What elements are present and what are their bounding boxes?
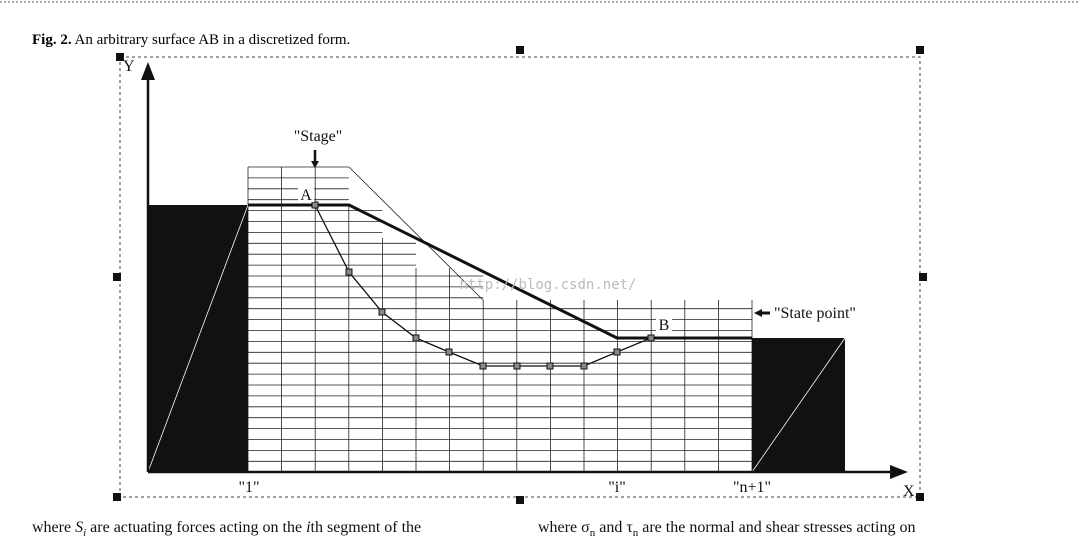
handle	[919, 273, 927, 281]
b-backdrop	[656, 316, 672, 332]
handle	[516, 496, 524, 504]
body-right: where σn and τn are the normal and shear…	[538, 519, 915, 539]
handle	[516, 46, 524, 54]
column-label: "i"	[608, 479, 626, 496]
handle	[113, 273, 121, 281]
slip-node	[647, 334, 655, 342]
slip-node	[445, 348, 453, 356]
text: where σ	[538, 519, 590, 536]
y-arrow	[141, 62, 155, 80]
text: i	[306, 519, 310, 536]
point-b: B	[659, 317, 670, 334]
handle	[113, 493, 121, 501]
text: th segment of the	[311, 519, 422, 536]
handle	[116, 53, 124, 61]
column-label: "n+1"	[733, 479, 771, 496]
right-diagonal	[751, 337, 846, 473]
x-label: X	[903, 483, 915, 500]
caption-label: Fig. 2.	[32, 32, 72, 48]
text: n	[633, 527, 639, 539]
left-diagonal	[147, 204, 249, 473]
slip-node	[311, 201, 319, 209]
text: S	[75, 519, 83, 536]
watermark: http://blog.csdn.net/	[459, 277, 636, 293]
text: are actuating forces acting on the	[86, 519, 306, 536]
slip-node	[613, 348, 621, 356]
body-left: where Si are actuating forces acting on …	[32, 519, 421, 539]
slip-node	[513, 362, 521, 370]
y-label: Y	[123, 58, 135, 75]
handles	[113, 46, 927, 504]
slip-nodes	[311, 201, 655, 370]
point-a: A	[300, 187, 312, 204]
x-arrow	[890, 465, 908, 479]
slip-node	[345, 268, 353, 276]
caption-text: An arbitrary surface AB in a discretized…	[75, 32, 351, 48]
slip-node	[546, 362, 554, 370]
text: n	[590, 527, 596, 539]
text: where	[32, 519, 75, 536]
state-point-label: "State point"	[774, 305, 856, 322]
slip-node	[580, 362, 588, 370]
stage-label: "Stage"	[294, 128, 343, 145]
original-slope	[348, 166, 484, 301]
column-label: "1"	[238, 479, 259, 496]
slip-node	[378, 308, 386, 316]
slip-node	[412, 334, 420, 342]
text: and τ	[595, 519, 633, 536]
a-backdrop	[298, 186, 314, 202]
stage-arrow-head	[311, 161, 319, 168]
text: are the normal and shear stresses acting…	[638, 519, 915, 536]
caption: Fig. 2. An arbitrary surface AB in a dis…	[32, 32, 350, 48]
slip-node	[479, 362, 487, 370]
handle	[916, 493, 924, 501]
handle	[916, 46, 924, 54]
ground-surface	[248, 203, 752, 340]
state-arrow-head	[754, 309, 762, 317]
text: i	[83, 527, 86, 539]
